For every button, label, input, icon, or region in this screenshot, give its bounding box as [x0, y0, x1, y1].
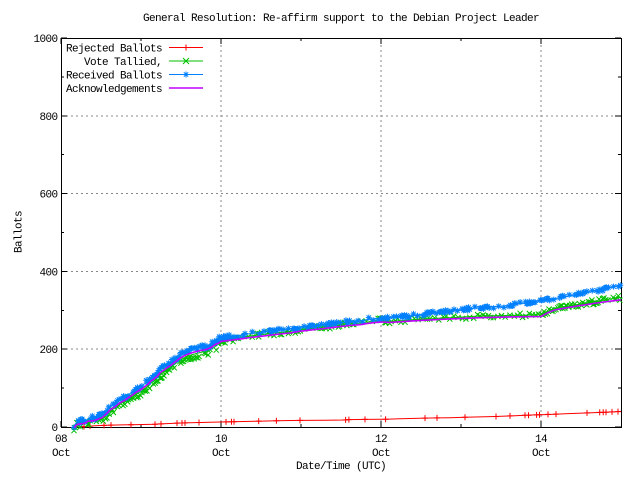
svg-text:Oct: Oct	[212, 448, 230, 460]
svg-text:0: 0	[51, 423, 57, 435]
svg-text:1000: 1000	[33, 34, 57, 46]
svg-text:12: 12	[375, 434, 387, 446]
svg-text:400: 400	[39, 267, 57, 279]
svg-text:14: 14	[535, 434, 548, 446]
svg-text:200: 200	[39, 345, 57, 357]
svg-text:Vote Tallied,: Vote Tallied,	[84, 57, 162, 69]
svg-text:Received Ballots: Received Ballots	[66, 71, 162, 83]
svg-text:10: 10	[215, 434, 227, 446]
svg-text:800: 800	[39, 112, 57, 124]
svg-text:Oct: Oct	[52, 448, 70, 460]
svg-text:Rejected Ballots: Rejected Ballots	[66, 44, 162, 56]
svg-text:Date/Time (UTC): Date/Time (UTC)	[296, 461, 386, 473]
svg-text:Oct: Oct	[372, 448, 390, 460]
svg-text:Ballots: Ballots	[14, 211, 26, 253]
svg-text:600: 600	[39, 190, 57, 202]
svg-text:08: 08	[55, 434, 67, 446]
svg-text:General Resolution: Re-affirm: General Resolution: Re-affirm support to…	[143, 13, 539, 25]
svg-text:Acknowledgements: Acknowledgements	[66, 84, 162, 96]
svg-text:Oct: Oct	[532, 448, 550, 460]
